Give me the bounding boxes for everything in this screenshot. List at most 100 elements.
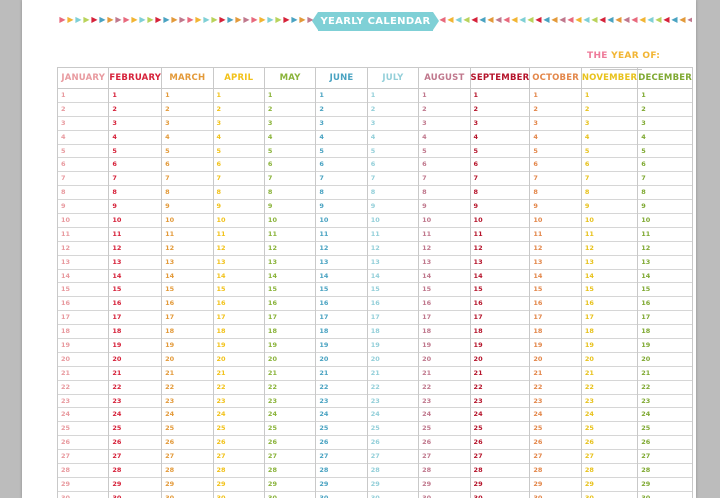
- day-cell[interactable]: 24: [213, 408, 264, 423]
- day-cell[interactable]: 28: [419, 464, 470, 478]
- day-cell[interactable]: 17: [419, 311, 470, 326]
- day-cell[interactable]: 23: [316, 395, 367, 409]
- day-cell[interactable]: 18: [470, 325, 530, 340]
- day-cell[interactable]: 15: [419, 283, 470, 298]
- day-cell[interactable]: 11: [367, 228, 419, 242]
- day-cell[interactable]: 30: [419, 492, 469, 498]
- day-cell[interactable]: 12: [470, 242, 530, 256]
- day-cell[interactable]: 29: [419, 478, 470, 492]
- day-cell[interactable]: 26: [530, 436, 581, 451]
- day-cell[interactable]: 20: [470, 353, 530, 367]
- day-cell[interactable]: 16: [213, 297, 264, 312]
- day-cell[interactable]: 8: [162, 186, 213, 201]
- day-cell[interactable]: 6: [638, 158, 692, 173]
- day-cell[interactable]: 6: [367, 158, 419, 173]
- day-cell[interactable]: 29: [470, 478, 530, 492]
- day-cell[interactable]: 8: [316, 186, 367, 201]
- day-cell[interactable]: 18: [316, 325, 367, 340]
- day-cell[interactable]: 21: [316, 367, 367, 381]
- day-cell[interactable]: 27: [316, 450, 367, 465]
- day-cell[interactable]: 4: [109, 131, 162, 145]
- day-cell[interactable]: 6: [419, 158, 470, 173]
- day-cell[interactable]: 20: [109, 353, 162, 367]
- day-cell[interactable]: 1: [638, 89, 692, 103]
- day-cell[interactable]: 30: [58, 492, 108, 498]
- day-cell[interactable]: 1: [264, 89, 316, 103]
- day-cell[interactable]: 24: [109, 408, 162, 423]
- day-cell[interactable]: 13: [316, 256, 367, 270]
- day-cell[interactable]: 26: [109, 436, 162, 451]
- day-cell[interactable]: 21: [581, 367, 638, 381]
- day-cell[interactable]: 6: [213, 158, 264, 173]
- day-cell[interactable]: 14: [109, 270, 162, 284]
- day-cell[interactable]: 11: [581, 228, 638, 242]
- day-cell[interactable]: 9: [581, 200, 638, 215]
- day-cell[interactable]: 20: [162, 353, 213, 367]
- day-cell[interactable]: 20: [530, 353, 581, 367]
- day-cell[interactable]: 7: [264, 172, 316, 187]
- day-cell[interactable]: 17: [109, 311, 162, 326]
- day-cell[interactable]: 15: [58, 283, 109, 298]
- day-cell[interactable]: 16: [264, 297, 316, 312]
- day-cell[interactable]: 20: [213, 353, 264, 367]
- day-cell[interactable]: 5: [470, 145, 530, 159]
- day-cell[interactable]: 29: [530, 478, 581, 492]
- day-cell[interactable]: 18: [162, 325, 213, 340]
- day-cell[interactable]: 15: [162, 283, 213, 298]
- day-cell[interactable]: 17: [367, 311, 419, 326]
- day-cell[interactable]: 23: [638, 395, 692, 409]
- day-cell[interactable]: 25: [162, 422, 213, 437]
- day-cell[interactable]: 3: [638, 117, 692, 131]
- day-cell[interactable]: 16: [581, 297, 638, 312]
- day-cell[interactable]: 15: [581, 283, 638, 298]
- day-cell[interactable]: 11: [470, 228, 530, 242]
- day-cell[interactable]: 30: [368, 492, 418, 498]
- day-cell[interactable]: 1: [213, 89, 264, 103]
- day-cell[interactable]: 12: [316, 242, 367, 256]
- day-cell[interactable]: 25: [638, 422, 692, 437]
- day-cell[interactable]: 13: [58, 256, 109, 270]
- day-cell[interactable]: 16: [470, 297, 530, 312]
- day-cell[interactable]: 19: [162, 339, 213, 353]
- day-cell[interactable]: 25: [58, 422, 109, 437]
- day-cell[interactable]: 15: [109, 283, 162, 298]
- day-cell[interactable]: 13: [213, 256, 264, 270]
- day-cell[interactable]: 21: [58, 367, 109, 381]
- day-cell[interactable]: 19: [530, 339, 581, 353]
- day-cell[interactable]: 7: [581, 172, 638, 187]
- day-cell[interactable]: 16: [58, 297, 109, 312]
- day-cell[interactable]: 5: [581, 145, 638, 159]
- day-cell[interactable]: 6: [162, 158, 213, 173]
- day-cell[interactable]: 28: [470, 464, 530, 478]
- day-cell[interactable]: 22: [638, 381, 692, 395]
- day-cell[interactable]: 18: [264, 325, 316, 340]
- day-cell[interactable]: 18: [581, 325, 638, 340]
- day-cell[interactable]: 12: [58, 242, 109, 256]
- day-cell[interactable]: 27: [367, 450, 419, 465]
- day-cell[interactable]: 14: [419, 270, 470, 284]
- day-cell[interactable]: 13: [109, 256, 162, 270]
- day-cell[interactable]: 21: [162, 367, 213, 381]
- day-cell[interactable]: 19: [264, 339, 316, 353]
- day-cell[interactable]: 18: [213, 325, 264, 340]
- day-cell[interactable]: 30: [471, 492, 530, 498]
- day-cell[interactable]: 2: [162, 103, 213, 117]
- day-cell[interactable]: 1: [419, 89, 470, 103]
- day-cell[interactable]: 23: [264, 395, 316, 409]
- day-cell[interactable]: 1: [58, 89, 109, 103]
- day-cell[interactable]: 30: [265, 492, 315, 498]
- day-cell[interactable]: 4: [470, 131, 530, 145]
- day-cell[interactable]: 25: [581, 422, 638, 437]
- day-cell[interactable]: 16: [638, 297, 692, 312]
- day-cell[interactable]: 27: [419, 450, 470, 465]
- day-cell[interactable]: 28: [162, 464, 213, 478]
- day-cell[interactable]: 19: [58, 339, 109, 353]
- day-cell[interactable]: 25: [109, 422, 162, 437]
- day-cell[interactable]: 7: [470, 172, 530, 187]
- day-cell[interactable]: 17: [581, 311, 638, 326]
- day-cell[interactable]: 28: [581, 464, 638, 478]
- day-cell[interactable]: 26: [638, 436, 692, 451]
- day-cell[interactable]: 2: [58, 103, 109, 117]
- day-cell[interactable]: 16: [316, 297, 367, 312]
- day-cell[interactable]: 1: [109, 89, 162, 103]
